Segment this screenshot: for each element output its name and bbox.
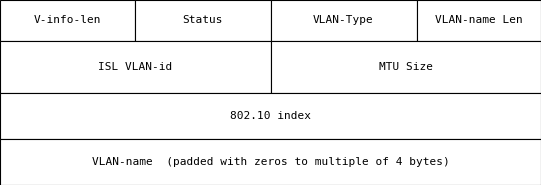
Text: V-info-len: V-info-len [34,15,101,25]
Text: MTU Size: MTU Size [379,62,433,72]
Bar [135,0,270,41]
Bar [0,92,541,139]
Text: Status: Status [183,15,223,25]
Bar [0,41,270,92]
Bar [270,0,417,41]
Text: ISL VLAN-id: ISL VLAN-id [98,62,173,72]
Bar [0,0,135,41]
Bar [417,0,541,41]
Text: VLAN-name  (padded with zeros to multiple of 4 bytes): VLAN-name (padded with zeros to multiple… [91,157,450,167]
Bar [270,41,541,92]
Text: VLAN-Type: VLAN-Type [313,15,374,25]
Text: VLAN-name Len: VLAN-name Len [435,15,523,25]
Bar [0,139,541,185]
Text: 802.10 index: 802.10 index [230,111,311,121]
